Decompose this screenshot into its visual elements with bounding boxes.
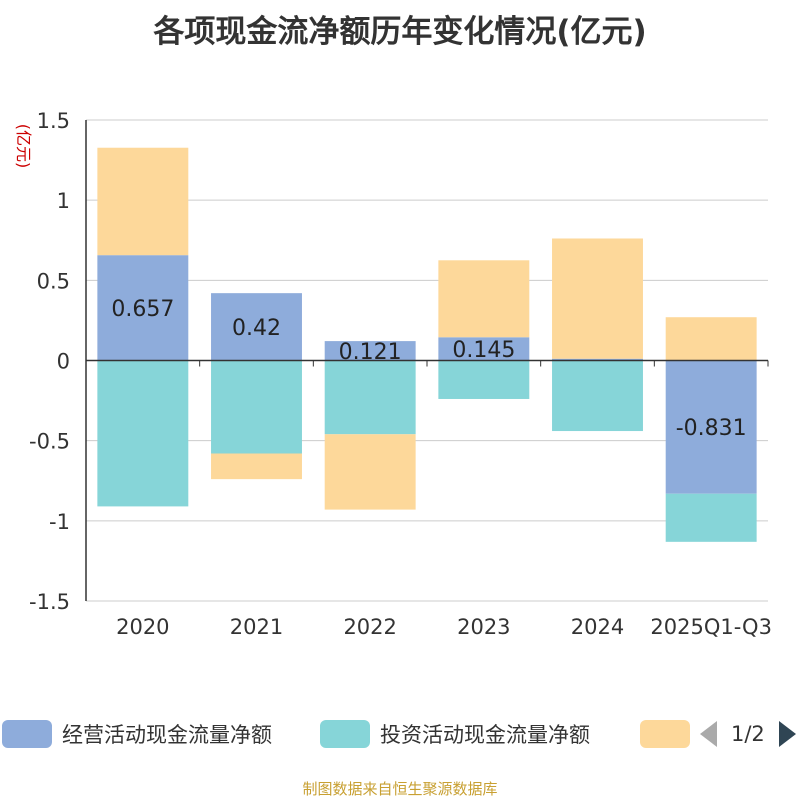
legend-label-investing: 投资活动现金流量净额 (380, 723, 590, 747)
legend-item-investing[interactable]: 投资活动现金流量净额 (320, 716, 590, 752)
bar-segment-3 (438, 260, 530, 338)
legend-swatch-investing (320, 720, 370, 748)
x-tick-label: 2020 (116, 615, 169, 639)
bar-segment-3 (665, 317, 757, 361)
y-tick-label: 1 (57, 189, 70, 213)
bar-segment-2 (97, 360, 189, 507)
data-label: 0.657 (111, 297, 174, 322)
previous-page-icon[interactable] (700, 721, 717, 747)
bar-segment-3 (211, 453, 302, 480)
y-tick-label: 0.5 (37, 269, 70, 293)
legend-pager: 1/2 (700, 716, 796, 752)
y-tick-label: 1.5 (37, 109, 70, 133)
bar-segment-3 (324, 434, 416, 510)
y-tick-label: 0 (57, 350, 70, 374)
bar-segment-1 (97, 255, 189, 361)
legend-page-indicator: 1/2 (731, 722, 765, 746)
bar-segment-1 (324, 341, 416, 361)
bar-segment-1 (552, 358, 643, 361)
next-page-icon[interactable] (778, 721, 796, 747)
y-tick-label: -0.5 (29, 430, 70, 454)
y-tick-label: -1.5 (29, 590, 70, 614)
bar-segment-1 (438, 337, 530, 361)
y-tick-label: -1 (49, 510, 70, 534)
bar-segment-2 (211, 360, 302, 454)
x-tick-label: 2022 (343, 615, 396, 639)
legend: 经营活动现金流量净额 投资活动现金流量净额 1/2 (0, 712, 800, 756)
data-label: 0.42 (232, 316, 281, 341)
bar-segment-1 (665, 360, 757, 494)
chart-title: 各项现金流净额历年变化情况(亿元) (153, 14, 647, 50)
source-footer: 制图数据来自恒生聚源数据库 (302, 780, 498, 798)
data-label: 0.145 (452, 338, 515, 363)
bar-segment-2 (438, 360, 530, 399)
legend-item-operating[interactable]: 经营活动现金流量净额 (2, 716, 272, 752)
y-axis-label: (亿元) (14, 124, 33, 169)
bar-segment-3 (97, 147, 189, 256)
legend-item-financing[interactable] (640, 716, 690, 752)
bar-segment-3 (552, 238, 643, 359)
data-label: -0.831 (676, 416, 747, 441)
bar-segment-2 (665, 493, 757, 542)
x-tick-label: 2024 (571, 615, 624, 639)
x-tick-label: 2023 (457, 615, 510, 639)
bar-segment-2 (552, 360, 643, 432)
legend-swatch-operating (2, 720, 52, 748)
bar-segment-2 (324, 360, 416, 435)
bar-segment-1 (211, 293, 302, 361)
x-tick-label: 2021 (230, 615, 283, 639)
x-tick-label: 2025Q1-Q3 (650, 615, 772, 639)
legend-swatch-financing (640, 720, 690, 748)
legend-label-operating: 经营活动现金流量净额 (62, 723, 272, 747)
